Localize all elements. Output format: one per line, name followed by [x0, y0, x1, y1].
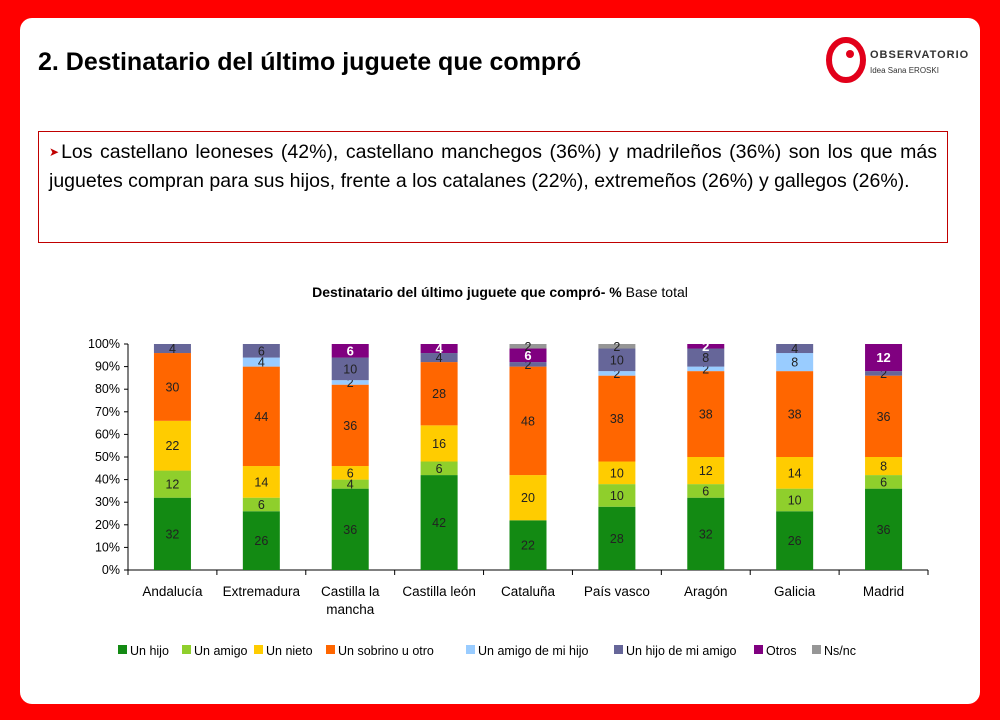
logo-o-icon — [826, 37, 866, 83]
arrow-bullet-icon: ➤ — [49, 145, 60, 160]
chart-title-bold: Destinatario del último juguete que comp… — [312, 284, 622, 300]
logo-subtitle: Idea Sana EROSKI — [870, 66, 939, 75]
slide-panel — [20, 18, 980, 704]
summary-textbox: ➤ Los castellano leoneses (42%), castella… — [38, 131, 948, 243]
slide-title: 2. Destinatario del último juguete que c… — [38, 48, 582, 76]
chart-title: Destinatario del último juguete que comp… — [0, 284, 1000, 300]
summary-text: Los castellano leoneses (42%), castellan… — [49, 141, 937, 193]
observatorio-logo: OBSERVATORIO Idea Sana EROSKI — [826, 36, 976, 96]
logo-name: OBSERVATORIO — [870, 49, 970, 61]
chart-title-normal: Base total — [625, 284, 688, 300]
